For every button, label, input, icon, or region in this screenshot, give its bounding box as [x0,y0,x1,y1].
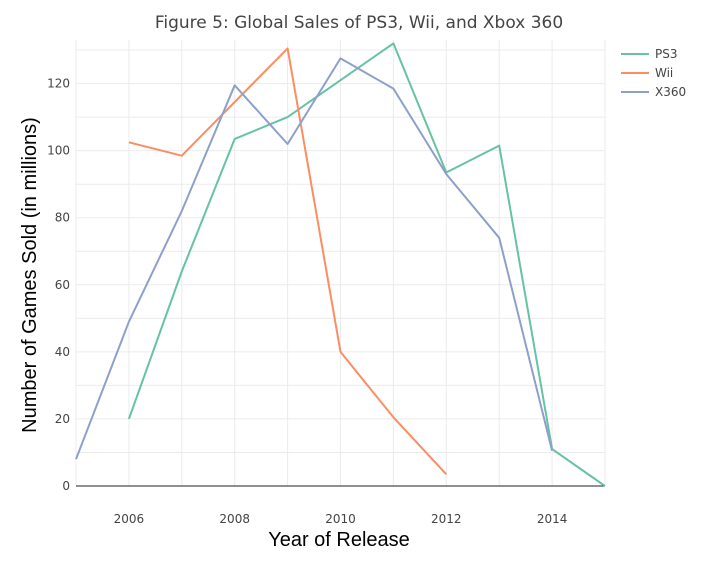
y-tick-label: 0 [62,479,70,493]
tick-labels: 0 20 40 60 80 100 120 2006 2008 2010 2012 2014 [47,77,567,526]
series-line-x360 [75,57,554,460]
series-line-ps3 [127,42,606,487]
x-axis-title: Year of Release [268,529,410,551]
x-tick-label: 2008 [219,512,250,526]
y-tick-label: 80 [55,211,70,225]
x-tick-label: 2010 [325,512,356,526]
legend-label-wii: Wii [655,66,673,80]
legend-label-ps3: PS3 [655,47,678,61]
x-tick-label: 2006 [114,512,145,526]
y-tick-label: 40 [55,345,70,359]
grid [75,40,606,486]
y-axis-title: Number of Games Sold (in millions) [19,117,41,433]
legend: PS3 Wii X360 [621,47,686,99]
chart-title: Figure 5: Global Sales of PS3, Wii, and … [155,13,563,33]
y-tick-label: 100 [47,144,70,158]
x-tick-label: 2014 [537,512,568,526]
x-tick-label: 2012 [431,512,462,526]
legend-label-x360: X360 [655,85,686,99]
y-tick-label: 60 [55,278,70,292]
y-tick-label: 20 [55,412,70,426]
y-tick-label: 120 [47,77,70,91]
series-line-wii [128,47,448,475]
series-lines [75,42,606,487]
